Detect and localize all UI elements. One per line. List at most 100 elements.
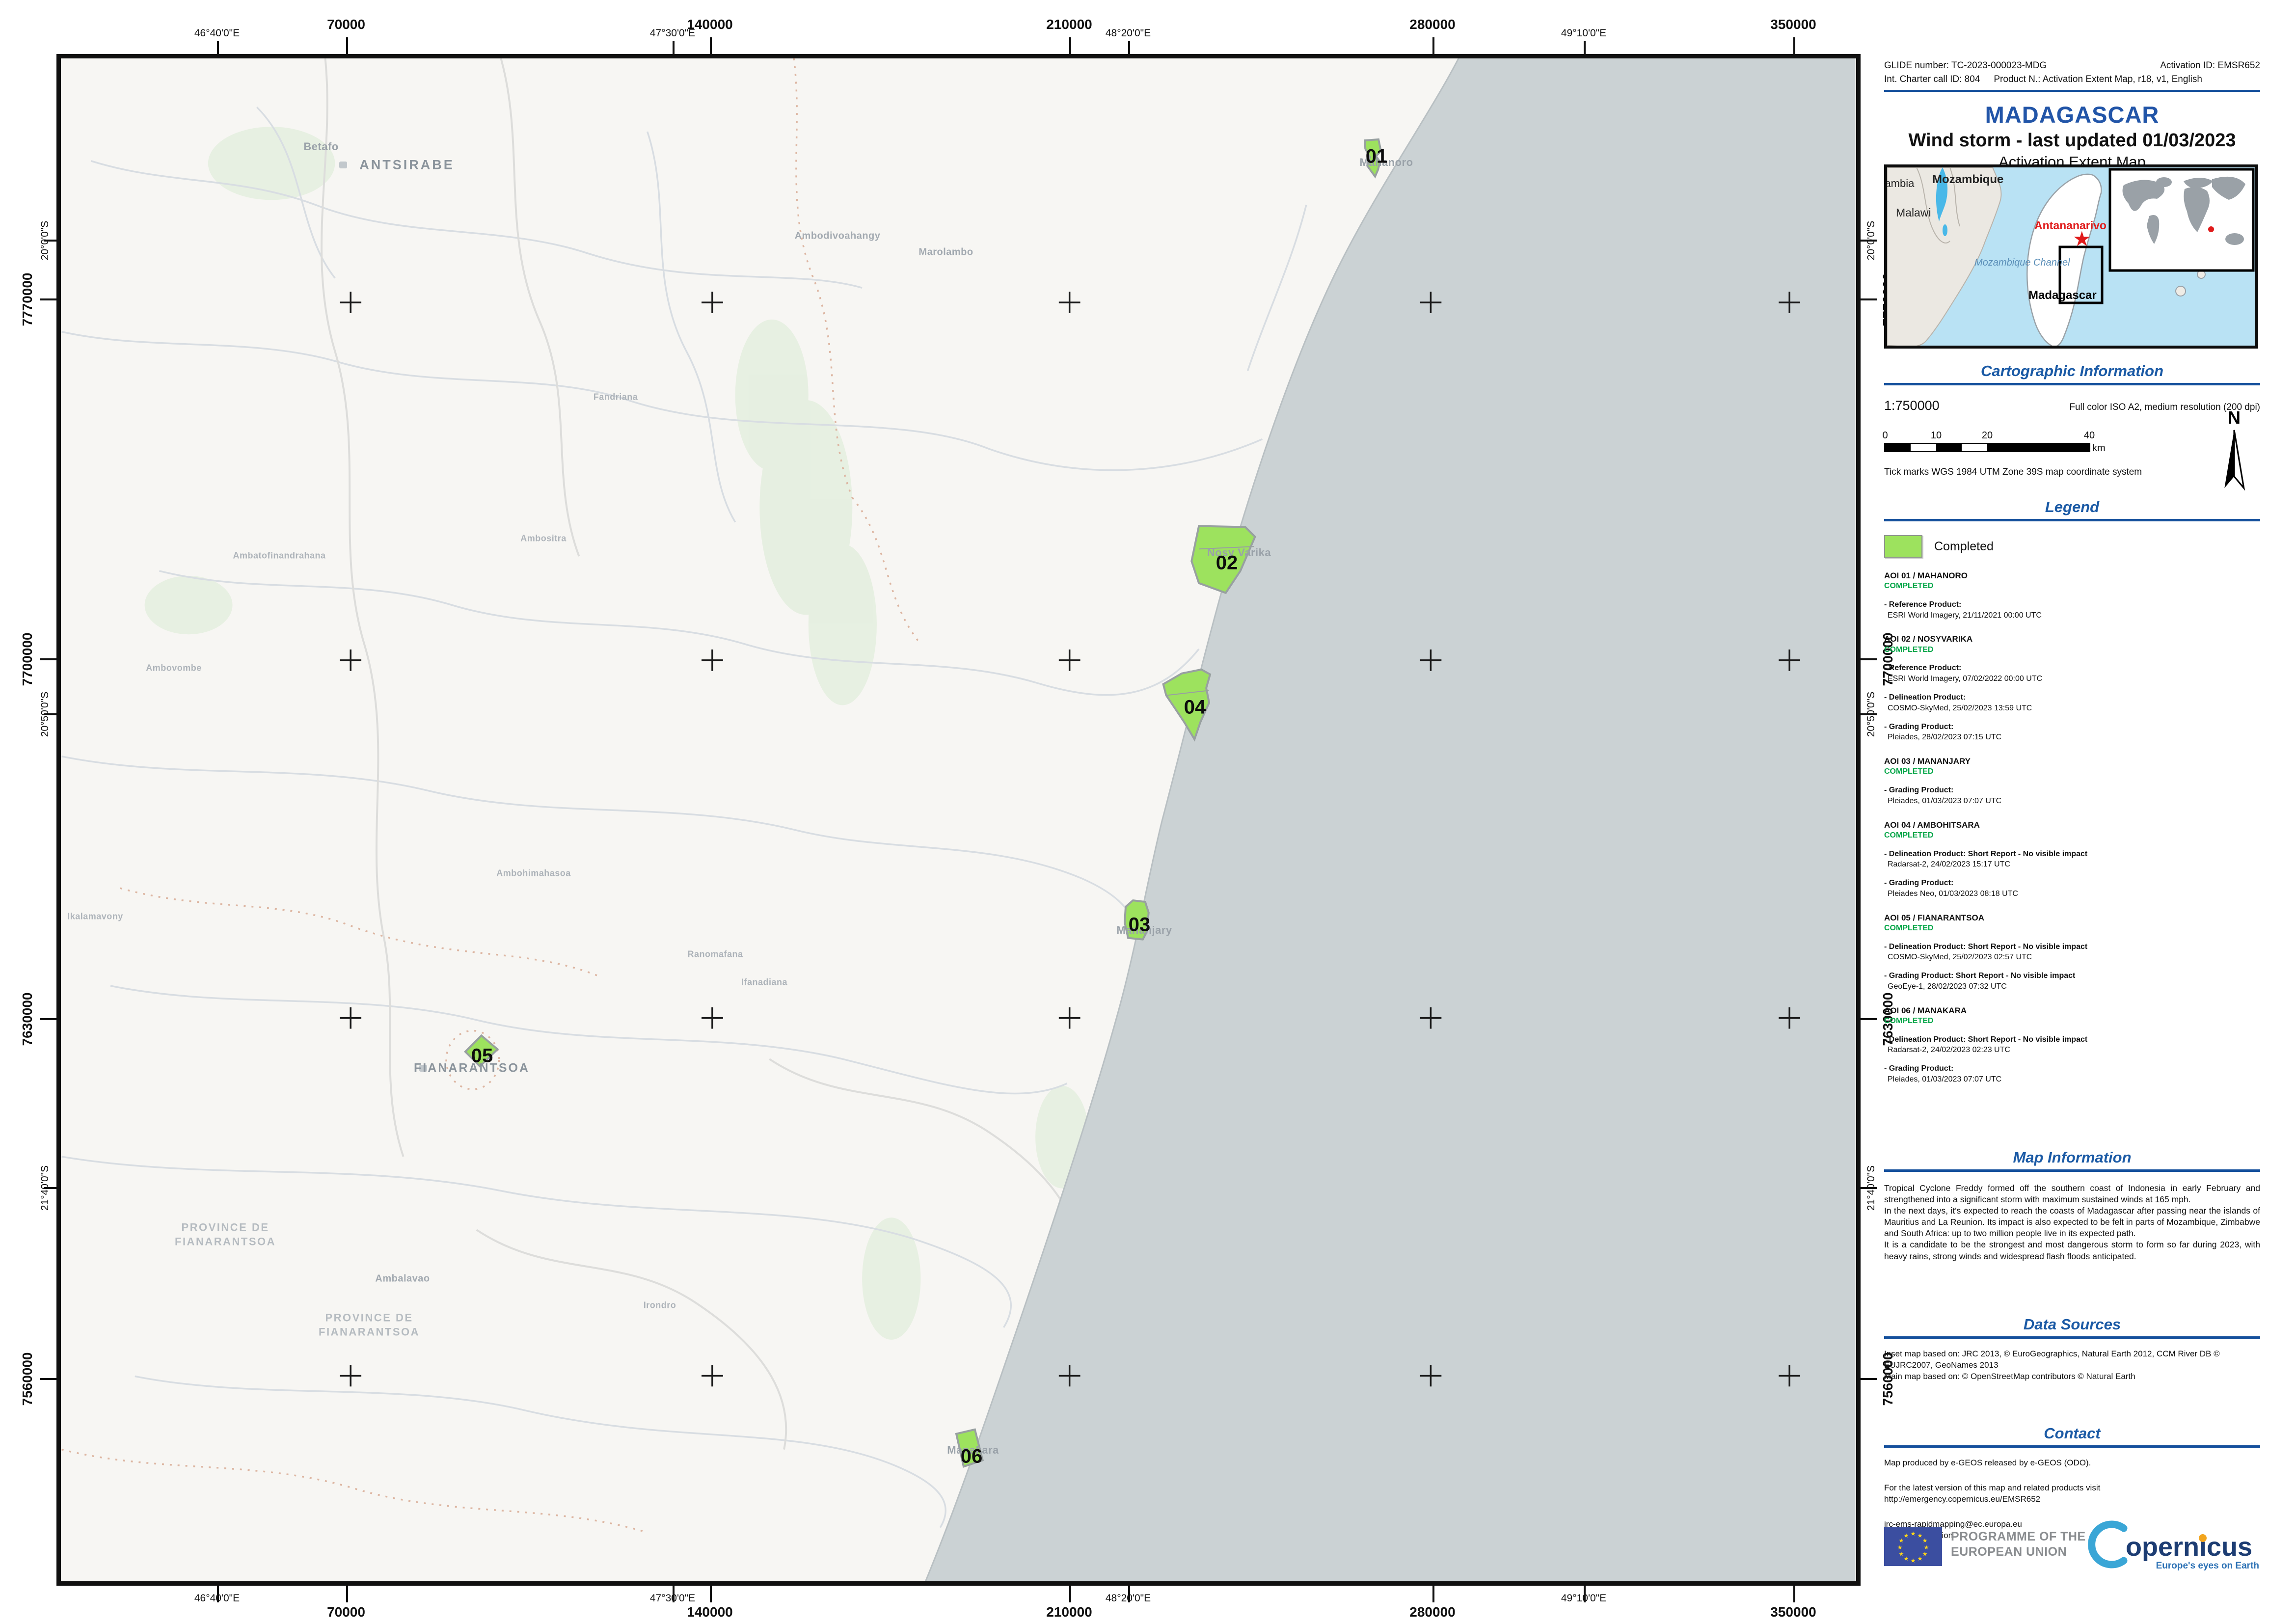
tick: [217, 41, 219, 58]
reunion-island: [2175, 286, 2186, 297]
aoi-product-label: - Grading Product:: [1884, 1064, 1954, 1073]
completed-label: Completed: [1934, 539, 1994, 553]
aoi-product-value: COSMO-SkyMed, 25/02/2023 13:59 UTC: [1888, 703, 2032, 712]
product-url-link[interactable]: http://emergency.copernicus.eu/EMSR652: [1884, 1494, 2041, 1504]
aoi-name: AOI 06 / MANAKARA: [1884, 1005, 1967, 1015]
map-information: Map Information Tropical Cyclone Freddy …: [1884, 1149, 2260, 1262]
copernicus-dot: [2199, 1534, 2207, 1542]
tick: [710, 1586, 712, 1602]
tick: [1861, 240, 1877, 242]
place-label: Ambositra: [520, 533, 567, 543]
axis-label: 140000: [687, 1604, 733, 1620]
north-label: N: [2228, 407, 2241, 428]
tick: [1128, 41, 1130, 58]
place-label: Nosy Varika: [1207, 546, 1271, 559]
aoi-02-polygon: [1190, 525, 1256, 595]
aoi-03-polygon: [1124, 899, 1150, 941]
svg-text:★: ★: [1922, 1537, 1928, 1544]
aoi-name: AOI 05 / FIANARANTSOA: [1884, 913, 1985, 922]
svg-text:★: ★: [1911, 1530, 1916, 1537]
tick: [1861, 658, 1877, 660]
place-label: Manakara: [947, 1444, 999, 1456]
eu-flag-icon: ★ ★★ ★★★ ★★★ ★★★: [1884, 1527, 1942, 1566]
tick: [673, 41, 675, 58]
province-label: PROVINCE DE FIANARANTSOA: [319, 1311, 420, 1338]
inset-label-channel: Mozambique Channel: [1974, 257, 2070, 268]
section-heading: Legend: [2045, 498, 2100, 515]
tick: [1584, 41, 1586, 58]
aoi-list: AOI 01 / MAHANORO COMPLETED - Reference …: [1884, 570, 2260, 1098]
aoi-product-label: - Delineation Product: Short Report - No…: [1884, 849, 2088, 858]
main-map: Betafo ANTSIRABE Ambodivoahangy Marolamb…: [56, 54, 1861, 1586]
tick: [1069, 1586, 1071, 1602]
axis-label: 21°40'0"S: [39, 1165, 51, 1211]
tick: [1861, 1187, 1877, 1189]
place-label: Ambalavao: [375, 1273, 430, 1284]
aoi-product-value: Radarsat-2, 24/02/2023 02:23 UTC: [1888, 1046, 2010, 1055]
svg-text:★: ★: [1918, 1555, 1923, 1562]
axis-label: 70000: [327, 17, 365, 32]
activation-id: Activation ID: EMSR652: [2160, 60, 2260, 71]
section-divider: [1884, 383, 2260, 385]
map-scale: 1:750000: [1884, 398, 1940, 413]
aoi-product-value: GeoEye-1, 28/02/2023 07:32 UTC: [1888, 982, 2007, 991]
place-label: Ambovombe: [146, 663, 202, 673]
aoi-product-value: ESRI World Imagery, 07/02/2022 00:00 UTC: [1888, 675, 2043, 683]
madagascar-location-dot: [2208, 226, 2214, 232]
aoi-04-polygon: [1162, 668, 1212, 742]
aoi-product-label: - Grading Product:: [1884, 786, 1954, 795]
product-header: GLIDE number: TC-2023-000023-MDG Activat…: [1884, 59, 2260, 92]
tick: [40, 1018, 56, 1020]
world-minimap: [2108, 168, 2255, 272]
place-label: Mananjary: [1116, 924, 1172, 936]
place-label: Betafo: [303, 140, 339, 153]
aoi-status: COMPLETED: [1884, 831, 1934, 839]
aoi-product-label: - Reference Product:: [1884, 600, 1962, 609]
data-source-line: Main map based on: © OpenStreetMap contr…: [1884, 1371, 2135, 1381]
aoi-name: AOI 03 / MANANJARY: [1884, 757, 1971, 766]
place-label: FIANARANTSOA: [414, 1061, 530, 1075]
tick: [1861, 298, 1877, 300]
section-heading: Map Information: [2013, 1149, 2132, 1166]
aoi-product-label: - Delineation Product: Short Report - No…: [1884, 942, 2088, 951]
aoi-marker-02: 02: [1216, 552, 1238, 574]
aoi-entry: AOI 06 / MANAKARA COMPLETED - Delineatio…: [1884, 1005, 2260, 1085]
axis-label: 20°0'0"S: [39, 220, 51, 261]
tick: [1432, 37, 1434, 54]
locator-inset-map: ★ Zambia Mozambique Malawi Mozambique Ch…: [1884, 164, 2258, 349]
province-boundaries: [61, 58, 921, 1534]
axis-label: 280000: [1409, 17, 1456, 32]
tick: [1861, 713, 1877, 715]
svg-text:★: ★: [1899, 1537, 1904, 1544]
place-label: Ranomafana: [687, 949, 743, 959]
tick: [1793, 37, 1795, 54]
place-label: Ambodivoahangy: [794, 230, 881, 242]
aoi-status: COMPLETED: [1884, 582, 1934, 591]
north-arrow: N: [2217, 407, 2251, 494]
extent-rectangle: [2058, 245, 2104, 304]
aoi-name: AOI 02 / NOSYVARIKA: [1884, 634, 1973, 644]
tick: [1861, 1018, 1877, 1020]
legend: Legend Completed: [1884, 498, 2260, 558]
tick: [217, 1586, 219, 1602]
axis-label: 21°40'0"S: [1865, 1165, 1877, 1211]
aoi-name: AOI 01 / MAHANORO: [1884, 571, 1968, 580]
section-heading: Cartographic Information: [1980, 362, 2163, 379]
map-info-paragraph: In the next days, it's expected to reach…: [1884, 1206, 2260, 1239]
svg-text:★: ★: [1911, 1557, 1916, 1564]
contact-email-link[interactable]: jrc-ems-rapidmapping@ec.europa.eu: [1884, 1519, 2022, 1529]
tick: [710, 37, 712, 54]
urban-area-icon: [339, 162, 347, 168]
eu-programme-label: PROGRAMME OF THE EUROPEAN UNION: [1951, 1530, 2086, 1559]
inset-label-malawi: Malawi: [1896, 206, 1931, 219]
event-title: Wind storm - last updated 01/03/2023: [1908, 130, 2236, 151]
place-label: Ambohimahasoa: [496, 868, 571, 878]
aoi-marker-05: 05: [471, 1045, 493, 1067]
section-divider: [1884, 1169, 2260, 1172]
section-divider: [1884, 1336, 2260, 1339]
info-panel: GLIDE number: TC-2023-000023-MDG Activat…: [1882, 59, 2260, 1615]
ocean: [925, 58, 1856, 1581]
aoi-product-value: Pleiades, 01/03/2023 07:07 UTC: [1888, 796, 2002, 805]
coastline: [925, 58, 1459, 1581]
section-heading: Contact: [2044, 1425, 2101, 1442]
